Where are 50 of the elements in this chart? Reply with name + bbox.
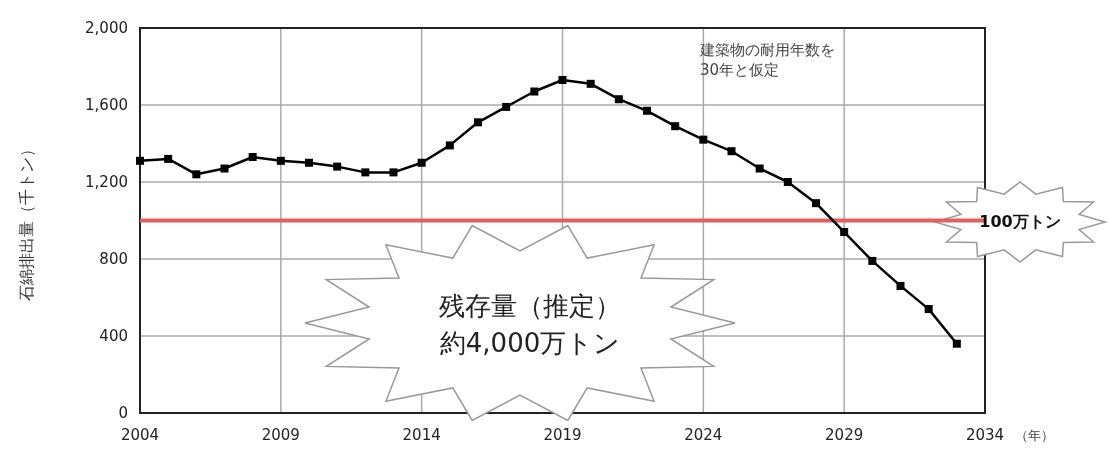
point	[586, 79, 595, 88]
x-tick-label: 2034	[965, 426, 1005, 444]
x-tick-label: 2014	[402, 426, 441, 444]
point	[445, 141, 454, 150]
annotation: 約4,000万トン	[439, 328, 621, 358]
ref-line-label: 100万トン	[979, 211, 1061, 231]
point	[502, 102, 511, 111]
y-axis-title: 石綿排出量（千トン）	[17, 140, 36, 301]
x-tick-label: 2004	[120, 426, 160, 444]
point	[952, 339, 961, 348]
point	[783, 178, 792, 186]
y-tick-label: 1,200	[85, 173, 128, 191]
point	[896, 281, 905, 290]
annotation: 残存量（推定）	[439, 291, 621, 321]
y-tick-label: 1,600	[85, 96, 128, 114]
point	[840, 228, 849, 237]
point	[643, 106, 651, 115]
x-tick-label: 2029	[825, 426, 864, 444]
y-tick-label: 2,000	[85, 19, 128, 37]
y-tick-label: 400	[99, 327, 128, 345]
x-tick-label: 2009	[261, 426, 300, 444]
x-axis-title: （年）	[1015, 428, 1054, 443]
x-tick-label: 2024	[684, 426, 723, 444]
point	[136, 156, 144, 165]
point	[333, 162, 342, 171]
point	[192, 170, 201, 179]
annotation: 建築物の耐用年数を	[699, 41, 835, 59]
y-tick-label: 0	[118, 404, 128, 422]
y-tick-label: 800	[99, 250, 128, 268]
point	[389, 168, 398, 177]
x-tick-label: 2019	[543, 426, 582, 444]
annotation: 30年と仮定	[700, 61, 780, 79]
point	[924, 305, 933, 314]
point	[868, 256, 877, 265]
point	[755, 164, 764, 173]
point	[248, 152, 257, 161]
point	[812, 199, 820, 208]
point	[699, 135, 708, 144]
point	[305, 158, 313, 167]
point	[276, 156, 285, 165]
point	[164, 154, 173, 163]
point	[671, 122, 680, 131]
point	[614, 95, 623, 104]
point	[558, 75, 567, 84]
point	[361, 168, 370, 177]
point	[727, 147, 736, 156]
point	[530, 87, 539, 96]
point	[417, 158, 426, 167]
point	[474, 118, 482, 127]
point	[220, 164, 229, 173]
